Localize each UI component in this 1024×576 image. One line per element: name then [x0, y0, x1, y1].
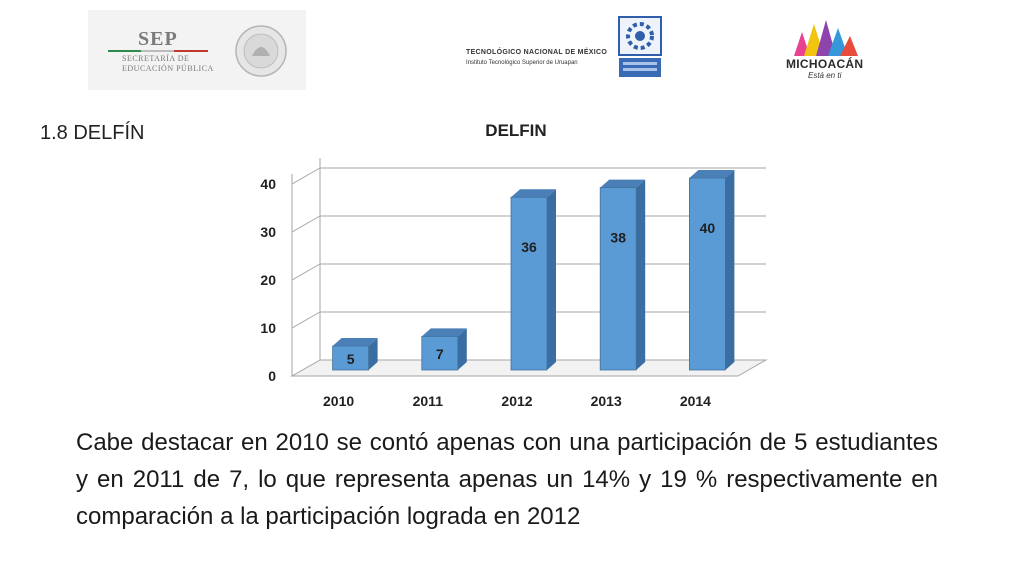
sep-logo-subtitle-1: SECRETARÍA DE: [122, 54, 190, 63]
sep-logo-rule: [108, 50, 208, 52]
bar-chart: DELFIN 0 10 20 30 40 5 2010 7 2011 36 2012 38 2013 40 2…: [260, 121, 768, 409]
michoacan-name: MICHOACÁN: [786, 57, 864, 71]
data-label: 5: [347, 351, 355, 367]
itsu-logo-icon: [618, 16, 662, 77]
y-tick-label: 30: [260, 224, 276, 240]
bar-top: [332, 338, 378, 346]
bar-side: [368, 338, 378, 370]
data-label: 40: [700, 220, 716, 236]
y-tick-label: 0: [268, 368, 276, 384]
y-tick-label: 40: [260, 176, 276, 192]
x-tick-label: 2012: [501, 393, 532, 409]
x-tick-label: 2011: [413, 393, 444, 409]
y-tick-label: 20: [260, 272, 276, 288]
bar-side: [457, 328, 467, 370]
sep-logo-subtitle-2: EDUCACIÓN PÚBLICA: [122, 64, 214, 73]
seal-icon: [235, 25, 287, 77]
bar-top: [421, 328, 467, 337]
data-label: 36: [521, 239, 537, 255]
bar: [688, 177, 726, 371]
tecnm-subtitle: Instituto Tecnológico Superior de Uruapa…: [466, 60, 578, 66]
y-tick-label: 10: [260, 320, 276, 336]
bar-side: [547, 189, 556, 370]
section-title: 1.8 DELFÍN: [40, 122, 145, 144]
bar-side: [725, 170, 735, 370]
bar: [599, 187, 637, 371]
michoacan-tagline: Está en ti: [808, 71, 842, 80]
bar-top: [600, 179, 646, 188]
bar: [510, 196, 548, 371]
body-paragraph: Cabe destacar en 2010 se contó apenas co…: [76, 429, 938, 530]
bar: [332, 345, 369, 371]
x-tick-label: 2010: [323, 393, 354, 409]
data-label: 7: [436, 346, 444, 362]
header-logos: SEP SECRETARÍA DE EDUCACIÓN PÚBLICA TECN…: [0, 0, 1024, 100]
x-tick-label: 2013: [591, 393, 622, 409]
data-label: 38: [610, 230, 626, 246]
bar-side: [636, 179, 646, 370]
chart-title: DELFIN: [485, 121, 546, 140]
bar-top: [689, 170, 735, 178]
michoacan-logo-icon: [794, 20, 858, 56]
bar-top: [511, 189, 556, 198]
x-tick-label: 2014: [680, 393, 711, 409]
sep-logo-title: SEP: [138, 28, 178, 50]
gridline: [291, 167, 766, 185]
tecnm-title: TECNOLÓGICO NACIONAL DE MÉXICO: [466, 49, 608, 56]
bar: [421, 335, 459, 371]
